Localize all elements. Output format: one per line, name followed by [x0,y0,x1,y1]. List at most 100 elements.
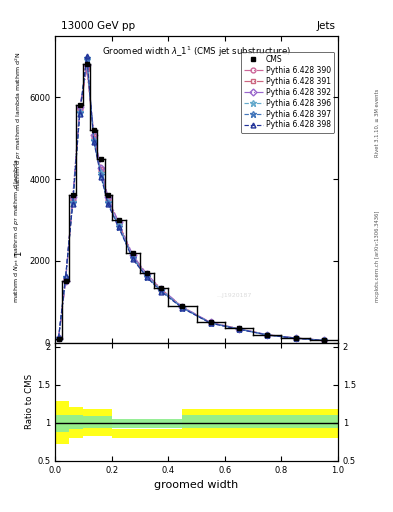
CMS [56,335,61,342]
Pythia 6.428 392 [70,195,75,201]
Pythia 6.428 390 [99,168,103,174]
CMS [116,217,121,223]
Pythia 6.428 390 [84,66,89,72]
Pythia 6.428 397 [106,200,110,206]
Pythia 6.428 398 [84,53,89,59]
CMS [321,337,326,344]
Pythia 6.428 398 [321,337,326,344]
Pythia 6.428 398 [77,111,82,117]
Pythia 6.428 390 [180,304,185,310]
Pythia 6.428 397 [92,138,96,144]
Pythia 6.428 390 [321,337,326,344]
Pythia 6.428 391 [237,326,241,332]
Pythia 6.428 397 [321,337,326,344]
Pythia 6.428 396 [208,320,213,326]
Y-axis label: Ratio to CMS: Ratio to CMS [25,374,34,430]
Pythia 6.428 391 [159,286,163,292]
Pythia 6.428 391 [99,166,103,172]
Pythia 6.428 397 [145,274,149,280]
Pythia 6.428 392 [130,252,135,258]
Pythia 6.428 390 [70,197,75,203]
Pythia 6.428 397 [180,305,185,311]
Pythia 6.428 391 [77,105,82,112]
Pythia 6.428 391 [92,133,96,139]
Pythia 6.428 391 [208,319,213,326]
Pythia 6.428 398 [56,335,61,341]
Pythia 6.428 392 [84,62,89,69]
Pythia 6.428 391 [130,253,135,259]
Pythia 6.428 390 [145,272,149,279]
Text: 13000 GeV pp: 13000 GeV pp [61,20,135,31]
Pythia 6.428 397 [116,223,121,229]
Line: Pythia 6.428 397: Pythia 6.428 397 [55,55,327,344]
Pythia 6.428 397 [56,335,61,341]
CMS [99,156,103,162]
Pythia 6.428 398 [92,139,96,145]
X-axis label: groomed width: groomed width [154,480,239,490]
Pythia 6.428 392 [208,319,213,326]
Pythia 6.428 398 [106,201,110,207]
Pythia 6.428 397 [293,335,298,342]
Pythia 6.428 392 [293,335,298,341]
Pythia 6.428 392 [180,304,185,310]
Text: Groomed width $\lambda\_1^1$ (CMS jet substructure): Groomed width $\lambda\_1^1$ (CMS jet su… [102,45,291,59]
Pythia 6.428 398 [159,288,163,294]
Pythia 6.428 398 [70,201,75,207]
Pythia 6.428 391 [321,337,326,344]
Pythia 6.428 396 [84,57,89,63]
Text: Rivet 3.1.10, ≥ 3M events: Rivet 3.1.10, ≥ 3M events [375,89,380,157]
CMS [70,193,75,199]
Line: Pythia 6.428 392: Pythia 6.428 392 [56,63,326,343]
CMS [159,285,163,291]
Pythia 6.428 391 [116,220,121,226]
Pythia 6.428 397 [130,255,135,262]
Text: mathrm d$^2$N: mathrm d$^2$N [14,51,23,91]
CMS [293,335,298,341]
CMS [130,250,135,256]
Pythia 6.428 397 [63,274,68,281]
Pythia 6.428 390 [92,135,96,141]
Pythia 6.428 396 [180,305,185,311]
Text: 1: 1 [14,251,23,256]
Pythia 6.428 398 [180,305,185,311]
Pythia 6.428 391 [84,63,89,70]
Pythia 6.428 392 [116,219,121,225]
Pythia 6.428 396 [321,337,326,344]
CMS [84,61,89,68]
Text: mcplots.cern.ch [arXiv:1306.3436]: mcplots.cern.ch [arXiv:1306.3436] [375,210,380,302]
Pythia 6.428 398 [265,332,270,338]
Pythia 6.428 396 [293,335,298,341]
Pythia 6.428 390 [293,335,298,341]
Pythia 6.428 392 [56,335,61,342]
Pythia 6.428 396 [99,170,103,176]
Pythia 6.428 391 [63,278,68,284]
Pythia 6.428 398 [208,320,213,326]
Pythia 6.428 396 [130,254,135,261]
Pythia 6.428 398 [130,256,135,262]
Pythia 6.428 392 [92,132,96,138]
Line: CMS: CMS [56,62,326,343]
Pythia 6.428 398 [116,224,121,230]
CMS [63,279,68,285]
Pythia 6.428 391 [180,304,185,310]
Pythia 6.428 396 [56,335,61,341]
Pythia 6.428 396 [265,332,270,338]
Pythia 6.428 396 [145,273,149,279]
Pythia 6.428 390 [63,276,68,283]
Pythia 6.428 392 [159,286,163,292]
Pythia 6.428 397 [237,326,241,332]
Pythia 6.428 396 [159,287,163,293]
Pythia 6.428 396 [116,222,121,228]
Text: mathrm d $p_T$ mathrm d lambda: mathrm d $p_T$ mathrm d lambda [14,91,23,190]
Pythia 6.428 391 [265,332,270,338]
Pythia 6.428 397 [159,288,163,294]
Pythia 6.428 397 [84,55,89,61]
Text: ...J1920187: ...J1920187 [216,293,252,297]
Pythia 6.428 396 [70,199,75,205]
Pythia 6.428 397 [99,172,103,178]
Pythia 6.428 392 [237,326,241,332]
Pythia 6.428 391 [145,272,149,278]
Pythia 6.428 396 [77,109,82,115]
Pythia 6.428 398 [63,273,68,280]
Pythia 6.428 390 [159,287,163,293]
